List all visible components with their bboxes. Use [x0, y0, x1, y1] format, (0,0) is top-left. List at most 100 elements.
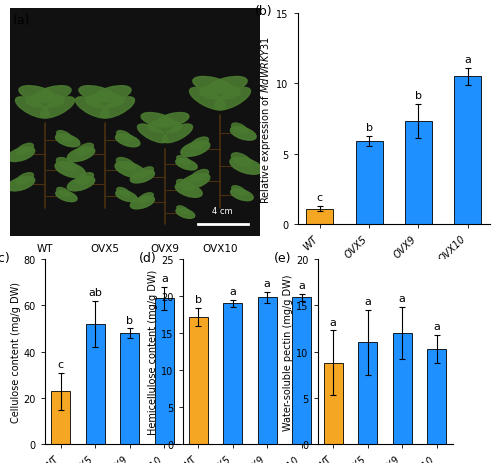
Text: b: b	[126, 315, 134, 325]
Ellipse shape	[230, 189, 253, 201]
Text: a: a	[264, 278, 270, 288]
Ellipse shape	[68, 148, 94, 162]
Text: OVX10: OVX10	[202, 243, 238, 253]
Ellipse shape	[193, 77, 232, 94]
Text: c: c	[316, 193, 323, 203]
Ellipse shape	[94, 87, 131, 103]
Ellipse shape	[19, 87, 56, 103]
Bar	[258, 298, 277, 444]
Ellipse shape	[176, 209, 195, 219]
Bar	[393, 333, 412, 444]
Text: b: b	[366, 123, 372, 132]
Ellipse shape	[176, 180, 194, 191]
Ellipse shape	[16, 173, 34, 185]
Bar	[155, 299, 174, 444]
Ellipse shape	[8, 177, 34, 192]
Ellipse shape	[68, 177, 94, 192]
Bar	[454, 77, 481, 225]
Ellipse shape	[116, 188, 130, 197]
Ellipse shape	[190, 170, 208, 182]
Ellipse shape	[86, 94, 124, 108]
Ellipse shape	[40, 98, 74, 119]
Ellipse shape	[56, 158, 76, 171]
Ellipse shape	[56, 131, 72, 142]
Bar	[324, 363, 342, 444]
Ellipse shape	[8, 148, 34, 162]
Text: a: a	[230, 286, 236, 296]
Ellipse shape	[176, 156, 190, 165]
Ellipse shape	[200, 85, 240, 100]
Text: a: a	[399, 294, 406, 304]
Bar	[428, 349, 446, 444]
Bar	[223, 304, 242, 444]
Bar	[358, 343, 377, 444]
Ellipse shape	[138, 194, 154, 203]
Ellipse shape	[162, 125, 192, 144]
Ellipse shape	[230, 158, 262, 175]
Text: a: a	[364, 296, 371, 307]
Text: WT: WT	[37, 243, 54, 253]
Ellipse shape	[34, 87, 71, 103]
Text: b: b	[194, 294, 202, 305]
Bar	[405, 122, 432, 225]
Ellipse shape	[16, 98, 50, 119]
Ellipse shape	[130, 171, 154, 183]
Text: (a): (a)	[12, 14, 30, 27]
Ellipse shape	[56, 135, 80, 147]
Ellipse shape	[232, 124, 248, 135]
Bar	[292, 298, 312, 444]
Ellipse shape	[177, 206, 188, 214]
Ellipse shape	[148, 121, 182, 133]
Bar	[356, 142, 382, 225]
Bar	[51, 391, 70, 444]
Ellipse shape	[208, 77, 247, 94]
Ellipse shape	[138, 125, 168, 144]
Ellipse shape	[76, 144, 94, 156]
Ellipse shape	[138, 168, 154, 178]
Ellipse shape	[116, 135, 140, 147]
Ellipse shape	[181, 142, 210, 157]
Ellipse shape	[214, 88, 250, 111]
Ellipse shape	[116, 158, 136, 171]
Ellipse shape	[141, 113, 174, 127]
Text: (e): (e)	[274, 252, 292, 265]
Ellipse shape	[190, 88, 226, 111]
Text: ab: ab	[88, 287, 102, 297]
Ellipse shape	[55, 163, 86, 178]
Text: a: a	[330, 317, 336, 327]
Ellipse shape	[76, 173, 94, 185]
Ellipse shape	[76, 98, 110, 119]
Ellipse shape	[56, 191, 77, 202]
Ellipse shape	[230, 127, 256, 141]
Ellipse shape	[176, 159, 197, 170]
Text: 4 cm: 4 cm	[212, 207, 233, 216]
Text: a: a	[464, 55, 471, 64]
Ellipse shape	[116, 131, 132, 142]
Text: OVX9: OVX9	[150, 243, 180, 253]
Ellipse shape	[130, 197, 154, 209]
Text: (b): (b)	[255, 6, 273, 19]
Bar	[306, 209, 334, 225]
Text: a: a	[434, 321, 440, 332]
Text: (d): (d)	[140, 252, 157, 265]
Y-axis label: Water-soluble pectin (mg/g DW): Water-soluble pectin (mg/g DW)	[284, 274, 294, 430]
Bar	[188, 317, 208, 444]
Text: OVX5: OVX5	[90, 243, 120, 253]
Ellipse shape	[100, 98, 134, 119]
Ellipse shape	[156, 113, 189, 127]
Ellipse shape	[115, 163, 146, 178]
Ellipse shape	[232, 186, 246, 196]
Y-axis label: Relative expression of $MdWRKY31$: Relative expression of $MdWRKY31$	[260, 35, 274, 203]
Ellipse shape	[26, 94, 64, 108]
Y-axis label: Hemicellulose content (mg/g DW): Hemicellulose content (mg/g DW)	[148, 269, 158, 434]
Ellipse shape	[176, 184, 202, 198]
Bar	[86, 324, 104, 444]
Ellipse shape	[232, 154, 252, 167]
Bar	[120, 333, 140, 444]
Ellipse shape	[16, 144, 34, 156]
Text: b: b	[415, 91, 422, 101]
Ellipse shape	[56, 188, 70, 197]
Text: (c): (c)	[0, 252, 10, 265]
Text: c: c	[58, 359, 64, 369]
Ellipse shape	[79, 87, 116, 103]
